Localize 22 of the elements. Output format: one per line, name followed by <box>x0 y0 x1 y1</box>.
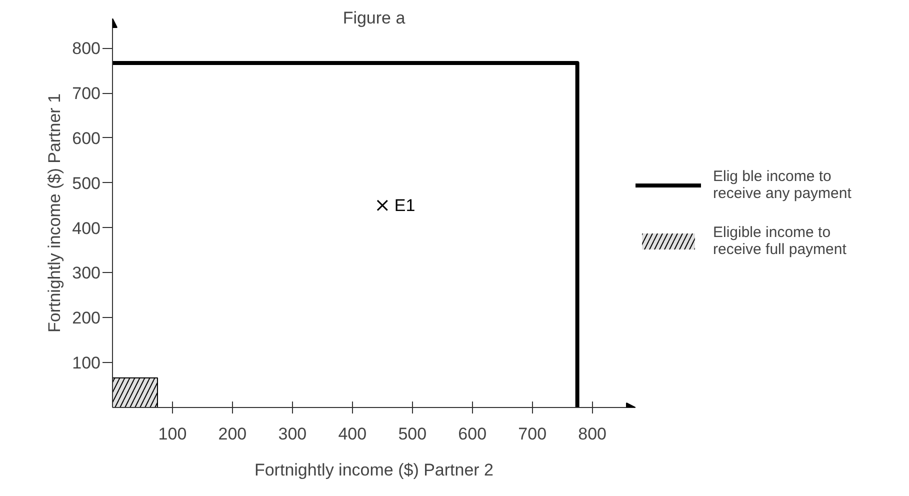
y-tick-label: 800 <box>72 39 101 58</box>
y-tick-label: 100 <box>72 354 101 373</box>
x-tick-label: 500 <box>398 424 427 444</box>
chart-title: Figure a <box>342 8 406 28</box>
y-axis-title: Fortnightly income ($) Partner 1 <box>45 93 64 333</box>
x-tick-label: 700 <box>518 424 547 444</box>
x-tick-label: 200 <box>218 424 247 444</box>
x-tick-label: 600 <box>458 424 487 444</box>
y-tick-label: 600 <box>72 128 101 148</box>
x-tick-label: 100 <box>158 424 187 444</box>
series-label: E1 <box>394 196 416 215</box>
y-tick-label: 400 <box>72 218 101 238</box>
x-tick-label: 300 <box>278 424 307 444</box>
legend-label: Eligible income to receive full payment <box>713 224 846 258</box>
y-tick-label: 200 <box>72 308 101 328</box>
legend-label: Elig ble income to receive any payment <box>713 168 852 202</box>
x-axis-title: Fortnightly income ($) Partner 2 <box>254 460 494 480</box>
y-tick-label: 500 <box>72 174 101 193</box>
y-tick-label: 700 <box>72 84 101 104</box>
y-tick-label: 300 <box>72 264 101 283</box>
x-tick-label: 400 <box>338 424 367 444</box>
x-tick-label: 800 <box>578 424 607 444</box>
